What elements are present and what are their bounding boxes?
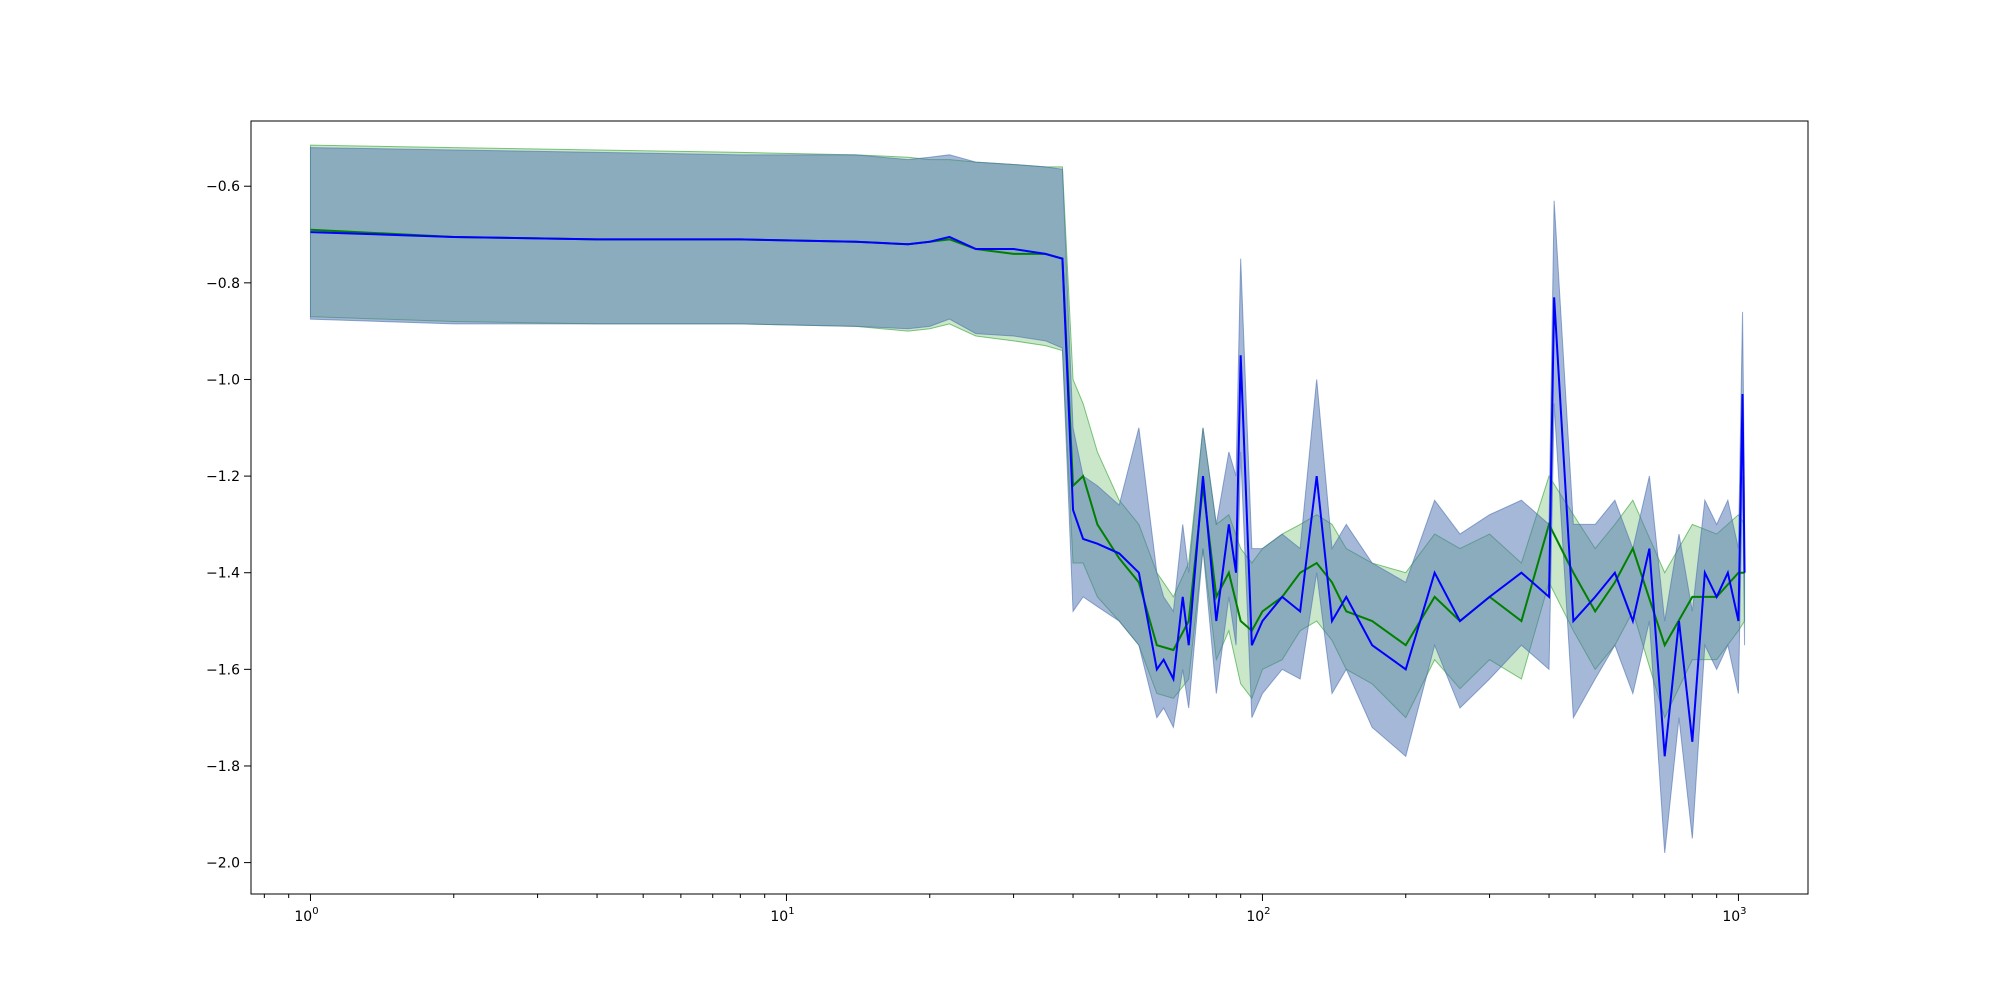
x-tick-label: 103 bbox=[1722, 906, 1746, 925]
x-tick-label: 101 bbox=[770, 906, 794, 925]
y-tick-label: −0.6 bbox=[206, 179, 240, 195]
y-axis: −0.6 −0.8 −1.0 −1.2 −1.4 −1.6 −1.8 −2.0 bbox=[206, 179, 251, 872]
y-tick-label: −1.4 bbox=[206, 566, 240, 582]
x-axis: 100 101 102 103 bbox=[263, 894, 1747, 925]
y-tick-label: −1.6 bbox=[206, 662, 240, 678]
series-2-line bbox=[310, 231, 1746, 757]
y-tick-label: −1.2 bbox=[206, 469, 240, 485]
y-tick-label: −0.8 bbox=[206, 276, 240, 292]
series-2-band bbox=[309, 147, 1746, 853]
x-tick-label: 102 bbox=[1246, 906, 1270, 925]
y-tick-label: −1.0 bbox=[206, 372, 240, 388]
x-tick-label: 100 bbox=[294, 906, 318, 925]
axes-frame bbox=[250, 120, 1809, 895]
y-tick-label: −2.0 bbox=[206, 856, 240, 872]
plot-area bbox=[309, 144, 1746, 853]
y-tick-label: −1.8 bbox=[206, 759, 240, 775]
